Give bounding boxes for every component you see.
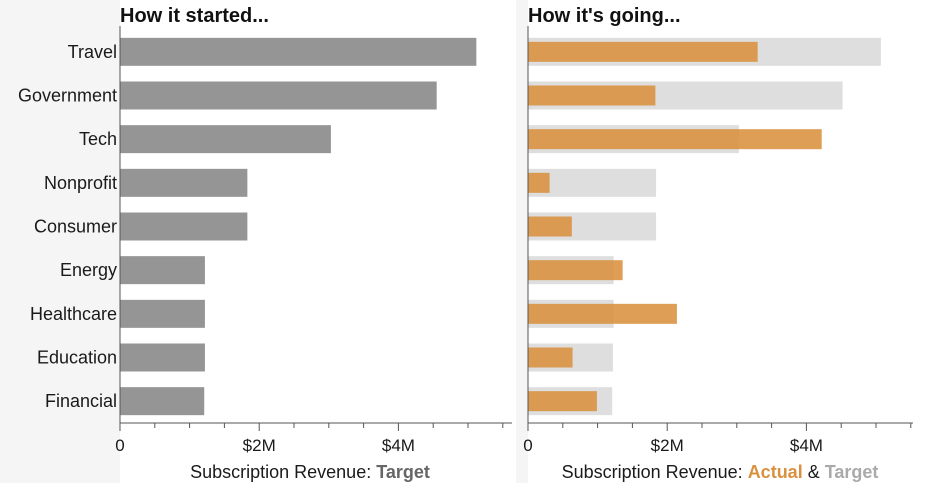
x-axis-title-left: Subscription Revenue: Target bbox=[190, 462, 430, 482]
bar-target-education bbox=[120, 343, 205, 372]
x-axis-title-prefix: Subscription Revenue: bbox=[190, 462, 376, 482]
x-axis-title-target: Target bbox=[825, 462, 879, 482]
bar-actual-consumer bbox=[528, 216, 572, 237]
category-label-consumer: Consumer bbox=[34, 217, 117, 237]
bar-actual-financial bbox=[528, 391, 597, 412]
x-axis-title-right: Subscription Revenue: Actual & Target bbox=[562, 462, 879, 482]
category-label-government: Government bbox=[18, 86, 117, 106]
category-label-financial: Financial bbox=[45, 391, 117, 411]
bar-actual-nonprofit bbox=[528, 172, 550, 193]
bar-actual-tech bbox=[528, 129, 822, 150]
x-tick-label: 0 bbox=[115, 436, 124, 455]
bar-target-financial bbox=[120, 387, 205, 416]
category-label-healthcare: Healthcare bbox=[30, 304, 117, 324]
bar-actual-travel bbox=[528, 41, 758, 62]
bar-target-travel bbox=[120, 37, 477, 66]
bar-actual-education bbox=[528, 347, 573, 368]
category-label-nonprofit: Nonprofit bbox=[44, 173, 117, 193]
x-axis-title-actual: Actual bbox=[748, 462, 803, 482]
right-panel: 0 $2M $4M How it's going... Subscription Rev… bbox=[516, 0, 913, 483]
bar-target-energy bbox=[120, 256, 205, 285]
category-label-energy: Energy bbox=[60, 260, 117, 280]
label-band-right bbox=[516, 0, 528, 483]
category-label-tech: Tech bbox=[79, 129, 117, 149]
bar-target-nonprofit bbox=[120, 168, 248, 197]
category-label-education: Education bbox=[37, 348, 117, 368]
bar-actual-healthcare bbox=[528, 303, 677, 324]
bar-actual-government bbox=[528, 85, 656, 106]
x-tick-label: $4M bbox=[382, 436, 415, 455]
bar-actual-energy bbox=[528, 260, 623, 281]
category-label-travel: Travel bbox=[68, 42, 117, 62]
x-axis-title-prefix: Subscription Revenue: bbox=[562, 462, 748, 482]
bar-target-consumer bbox=[120, 212, 248, 241]
bar-target-government bbox=[120, 81, 437, 110]
x-axis-title-target: Target bbox=[376, 462, 430, 482]
x-axis-title-join: & bbox=[803, 462, 825, 482]
label-band bbox=[0, 0, 120, 483]
x-tick-label: $2M bbox=[243, 436, 276, 455]
x-tick-label: 0 bbox=[523, 436, 532, 455]
bar-target-tech bbox=[120, 125, 331, 154]
x-tick-label: $2M bbox=[651, 436, 684, 455]
left-panel: Travel Government Tech Nonprofit Consumer Ene… bbox=[0, 0, 512, 483]
x-tick-label: $4M bbox=[790, 436, 823, 455]
bar-target-healthcare bbox=[120, 299, 205, 328]
panel-title: How it started... bbox=[120, 5, 269, 27]
panel-title: How it's going... bbox=[528, 5, 681, 27]
